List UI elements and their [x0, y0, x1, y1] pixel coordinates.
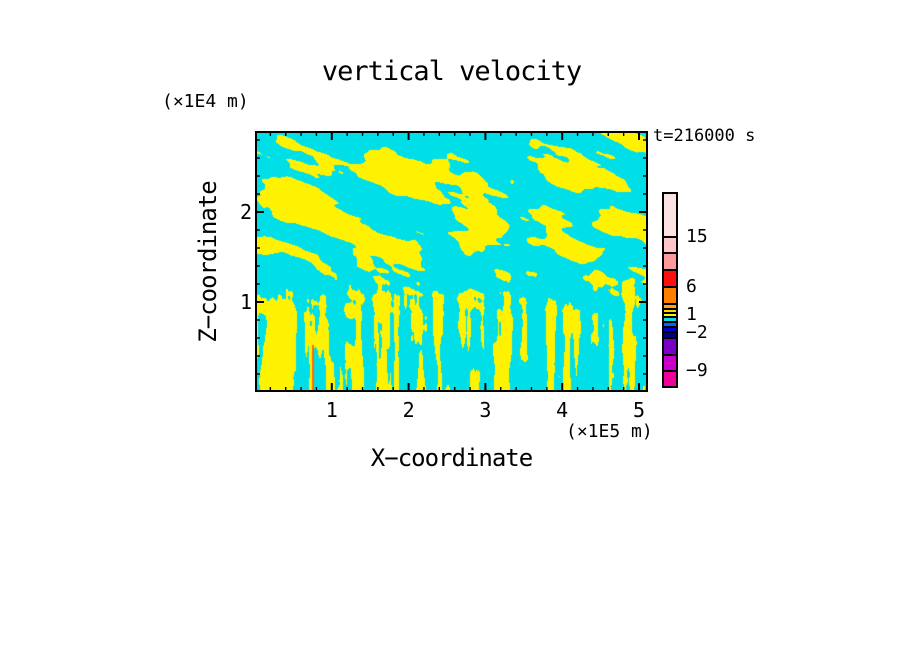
plot-frame-and-ticks [255, 131, 648, 392]
colorbar-level-label: 6 [686, 276, 697, 297]
z-axis-unit-label: (×1E4 m) [162, 91, 249, 112]
colorbar-level-label: 15 [686, 226, 708, 247]
colorbar-segment [664, 303, 676, 308]
colorbar-level-label: −9 [686, 360, 708, 381]
x-axis-tick-labels: 1 2 3 4 5 [255, 398, 675, 422]
contour-field-canvas [255, 131, 648, 392]
colorbar-level-label: 1 [686, 304, 697, 325]
colorbar-segment [664, 321, 676, 326]
colorbar-segment [664, 236, 676, 252]
colorbar-segment [664, 312, 676, 316]
x-tick-label: 5 [632, 398, 646, 422]
colorbar-segment [664, 269, 676, 286]
colorbar-segment [664, 326, 676, 331]
colorbar [662, 192, 678, 388]
colorbar-segment [664, 370, 676, 386]
colorbar-segment [664, 354, 676, 370]
colorbar-segment [664, 194, 676, 236]
time-annotation: t=216000 s [653, 126, 756, 146]
x-tick-label: 4 [556, 398, 569, 422]
colorbar-segment [664, 316, 676, 321]
chart-title: vertical velocity [321, 56, 582, 87]
x-tick-label: 2 [402, 398, 415, 422]
colorbar-segment [664, 331, 676, 337]
colorbar-segment [664, 286, 676, 303]
colorbar-level-label: −2 [686, 322, 708, 343]
colorbar-segment [664, 308, 676, 312]
x-tick-label: 3 [479, 398, 492, 422]
colorbar-segment [664, 252, 676, 269]
x-tick-label: 1 [325, 398, 338, 422]
colorbar-segment [664, 337, 676, 354]
z-tick-label: 1 [239, 290, 252, 314]
colorbar-labels: 15 6 1 −2 −9 [686, 192, 746, 392]
x-axis-unit-label: (×1E5 m) [566, 421, 653, 442]
z-tick-label: 2 [239, 200, 252, 224]
x-axis-title: X−coordinate [370, 444, 533, 472]
z-axis-title-text: Z−coordinate [194, 181, 222, 343]
